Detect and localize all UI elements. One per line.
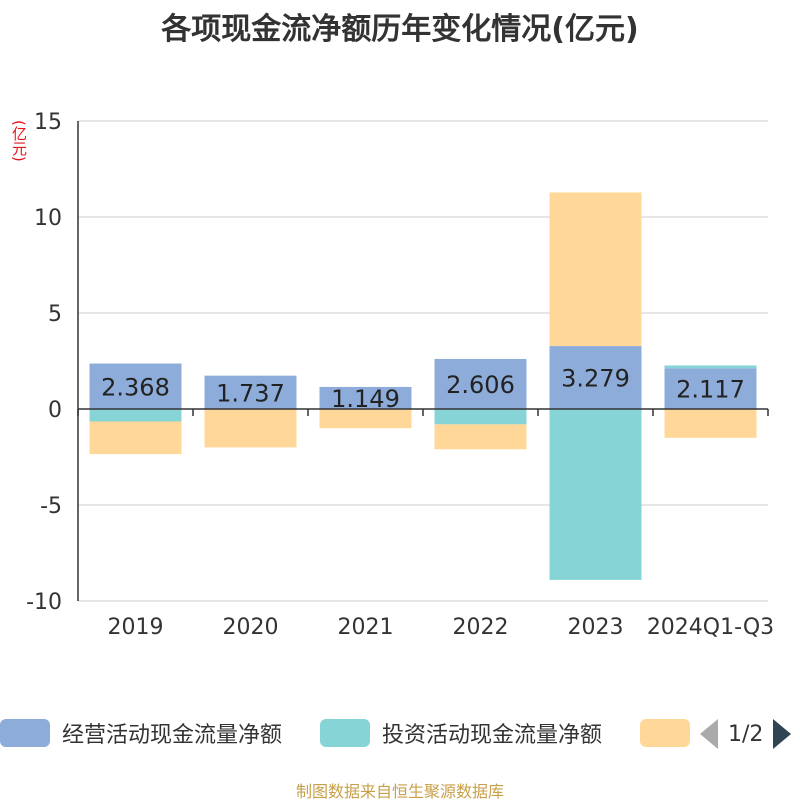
bar-financing — [664, 409, 757, 438]
legend-pager: 1/2 — [700, 718, 792, 750]
bar-financing — [204, 409, 297, 448]
x-tick-label: 2019 — [108, 615, 164, 640]
x-tick-label: 2023 — [568, 615, 624, 640]
bar-investing — [664, 365, 757, 369]
data-label: 2.606 — [446, 371, 515, 399]
y-tick-label: 0 — [48, 398, 62, 423]
bar-financing — [549, 192, 642, 347]
legend-label-investing: 投资活动现金流量净额 — [382, 723, 603, 748]
chart-title: 各项现金流净额历年变化情况(亿元) — [161, 12, 639, 47]
bar-investing — [89, 409, 182, 422]
bar-investing — [549, 409, 642, 580]
legend: 经营活动现金流量净额 投资活动现金流量净额 1/2 — [0, 712, 800, 756]
y-tick-label: 5 — [48, 302, 62, 327]
legend-page-indicator: 1/2 — [728, 721, 764, 747]
x-tick-label: 2021 — [338, 615, 394, 640]
legend-prev-arrow-icon[interactable] — [700, 719, 718, 749]
y-tick-label: -5 — [40, 494, 62, 519]
bar-operating — [664, 368, 757, 409]
bar-financing — [434, 424, 527, 450]
bar-financing — [319, 409, 412, 429]
legend-item-investing[interactable]: 投资活动现金流量净额 — [320, 718, 602, 748]
bar-chart: 15 10 5 0 -5 -10 2.368 1.737 1.149 2.606 3.279 2.11… — [26, 110, 774, 640]
legend-label-operating: 经营活动现金流量净额 — [62, 723, 283, 748]
data-source-note: 制图数据来自恒生聚源数据库 — [295, 782, 504, 801]
legend-item-operating[interactable]: 经营活动现金流量净额 — [0, 718, 282, 748]
legend-item-financing[interactable] — [640, 718, 690, 748]
legend-next-arrow-icon[interactable] — [773, 719, 792, 749]
bar-operating — [319, 386, 412, 409]
bar-operating — [434, 358, 527, 409]
bar-operating — [204, 375, 297, 409]
data-label: 2.117 — [676, 376, 745, 404]
data-label: 1.737 — [216, 379, 285, 407]
legend-swatch-financing — [640, 719, 690, 747]
x-tick-label: 2022 — [453, 615, 509, 640]
y-tick-label: 15 — [34, 110, 62, 135]
bar-investing — [434, 409, 527, 425]
y-tick-label: 10 — [34, 206, 62, 231]
legend-swatch-operating — [0, 719, 50, 747]
x-tick-label: 2020 — [223, 615, 279, 640]
bar-operating — [89, 363, 182, 409]
y-axis-label: (亿元) — [10, 120, 28, 162]
x-tick-label: 2024Q1-Q3 — [647, 615, 774, 640]
data-label: 1.149 — [331, 385, 400, 413]
y-tick-label: -10 — [26, 590, 62, 615]
legend-swatch-investing — [320, 719, 370, 747]
data-label: 3.279 — [561, 365, 630, 393]
data-label: 2.368 — [101, 373, 170, 401]
bar-operating — [549, 346, 642, 409]
bar-financing — [89, 421, 182, 455]
